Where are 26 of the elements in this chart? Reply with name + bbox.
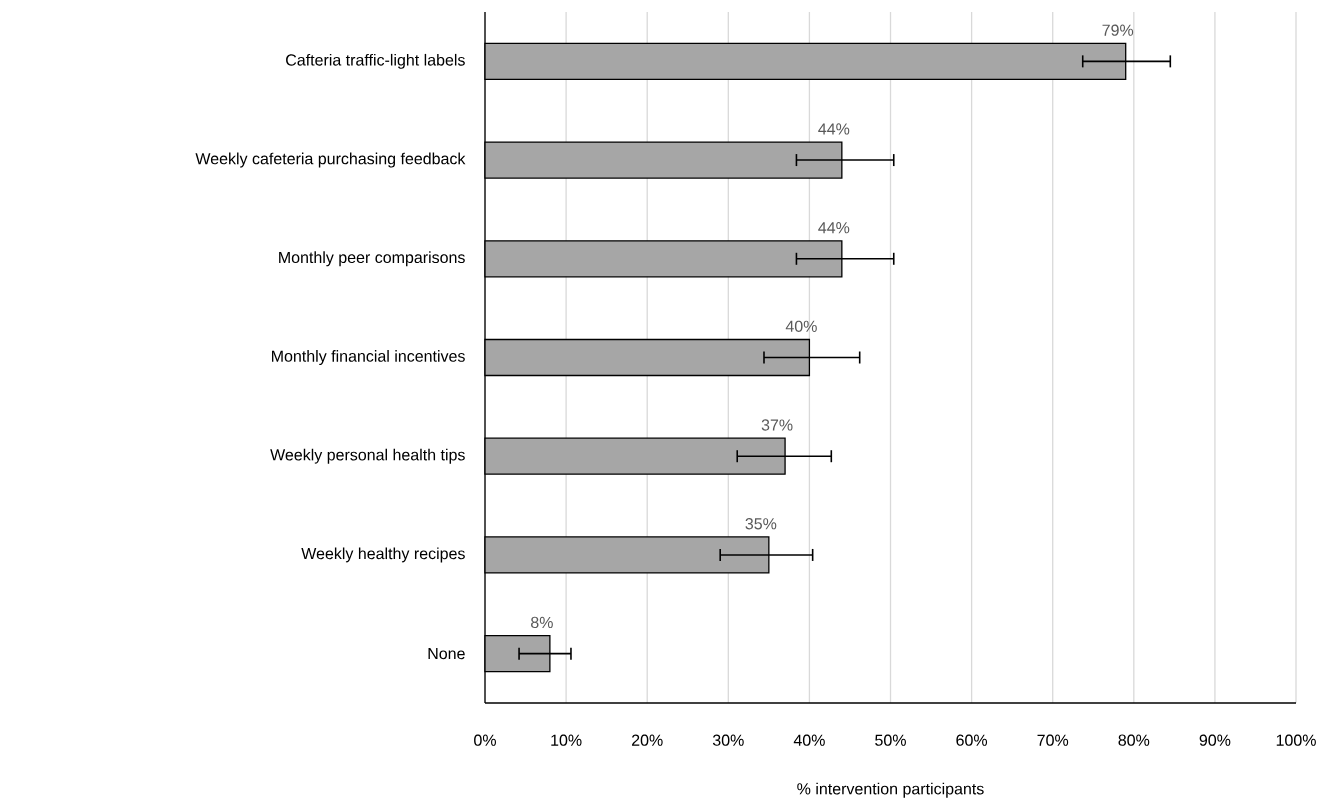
data-label: 35%	[745, 518, 777, 530]
data-label: 44%	[818, 222, 850, 234]
x-tick-label: 0%	[474, 734, 496, 746]
x-tick-label: 80%	[1118, 734, 1150, 746]
y-tick-label: Monthly financial incentives	[272, 350, 465, 365]
y-tick-label: Cafteria traffic-light labels	[286, 53, 465, 69]
y-tick-label: Weekly cafeteria purchasing feedback	[195, 152, 466, 168]
data-label: 40%	[785, 320, 817, 332]
data-label: 44%	[818, 123, 850, 135]
x-axis-title: % intervention participants	[797, 782, 984, 798]
x-tick-label: 20%	[632, 734, 663, 746]
data-label: 79%	[1102, 24, 1134, 36]
y-tick-label: Weekly healthy recipes	[301, 547, 465, 563]
y-tick-label: Monthly peer comparisons	[279, 251, 465, 267]
data-label: 37%	[761, 419, 793, 431]
x-tick-label: 90%	[1199, 734, 1231, 746]
x-tick-label: 50%	[875, 734, 906, 746]
x-tick-label: 40%	[793, 734, 825, 746]
x-tick-label: 30%	[712, 734, 744, 746]
y-tick-label: Weekly personal health tips	[270, 448, 465, 464]
y-tick-label: None	[428, 648, 465, 660]
x-tick-label: 10%	[551, 734, 582, 746]
x-tick-label: 70%	[1037, 734, 1069, 746]
data-label: 8%	[531, 616, 553, 629]
x-tick-label: 100%	[1276, 734, 1316, 746]
x-tick-label: 60%	[956, 734, 988, 746]
